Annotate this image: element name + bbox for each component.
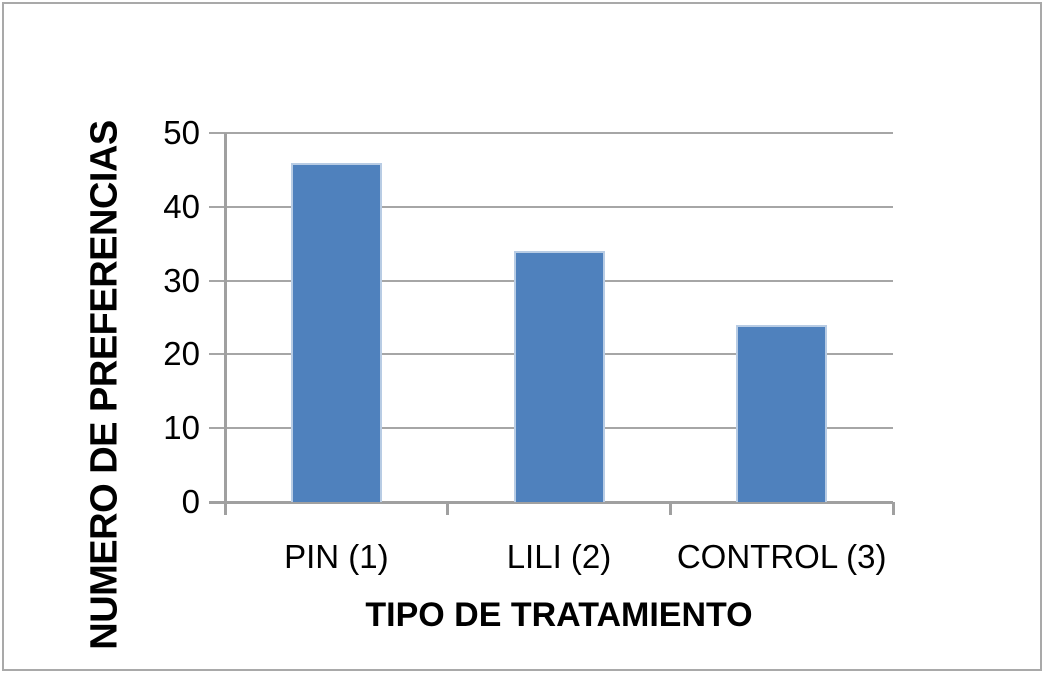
x-category-label: CONTROL (3) <box>676 538 887 575</box>
y-tick-label: 0 <box>181 483 200 520</box>
y-tick-label: 10 <box>163 409 200 447</box>
x-axis-line <box>209 500 893 504</box>
x-axis-tick <box>668 502 672 515</box>
gridline <box>209 205 893 208</box>
x-axis-title: TIPO DE TRATAMIENTO <box>365 596 753 634</box>
x-axis-tick <box>446 502 450 515</box>
bar <box>290 162 382 502</box>
y-axis-title: NUMERO DE PREFERENCIAS <box>83 120 126 650</box>
x-axis-tick <box>891 502 895 515</box>
y-tick-label: 20 <box>163 335 200 373</box>
y-tick-label: 30 <box>163 261 200 299</box>
y-tick-label: 40 <box>163 187 200 225</box>
y-tick-label: 50 <box>163 114 200 151</box>
gridline <box>209 132 893 134</box>
x-category-label: LILI (2) <box>506 538 612 575</box>
x-category-label: PIN (1) <box>284 538 389 575</box>
bar <box>736 324 828 502</box>
y-axis-line <box>223 133 227 515</box>
bar <box>513 251 605 502</box>
